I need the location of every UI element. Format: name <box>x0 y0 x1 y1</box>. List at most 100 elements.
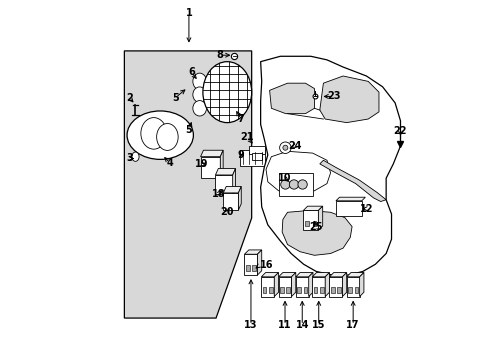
Polygon shape <box>274 273 278 297</box>
Polygon shape <box>346 273 363 277</box>
Text: 8: 8 <box>216 50 223 60</box>
FancyBboxPatch shape <box>329 277 342 297</box>
Text: 13: 13 <box>244 320 257 330</box>
FancyBboxPatch shape <box>248 146 264 154</box>
FancyBboxPatch shape <box>278 277 291 297</box>
Polygon shape <box>215 168 235 175</box>
Text: 12: 12 <box>360 204 373 214</box>
Circle shape <box>289 180 298 189</box>
Bar <box>330 287 334 293</box>
FancyBboxPatch shape <box>303 211 318 230</box>
Text: 5: 5 <box>185 125 192 135</box>
Bar <box>303 287 306 293</box>
Polygon shape <box>223 186 241 193</box>
Text: 6: 6 <box>188 67 194 77</box>
Polygon shape <box>282 211 351 255</box>
FancyBboxPatch shape <box>278 173 312 196</box>
FancyBboxPatch shape <box>295 277 308 297</box>
Bar <box>313 287 317 293</box>
Text: 15: 15 <box>311 320 325 330</box>
Text: 2: 2 <box>126 93 133 103</box>
Polygon shape <box>312 273 329 277</box>
Polygon shape <box>238 186 241 210</box>
Bar <box>297 287 300 293</box>
FancyBboxPatch shape <box>312 277 325 297</box>
Bar <box>280 287 283 293</box>
Text: 23: 23 <box>327 91 340 102</box>
Polygon shape <box>265 151 330 194</box>
Polygon shape <box>295 273 312 277</box>
Polygon shape <box>359 273 363 297</box>
Polygon shape <box>244 250 261 254</box>
Circle shape <box>280 180 289 189</box>
FancyBboxPatch shape <box>261 277 274 297</box>
FancyBboxPatch shape <box>244 254 257 275</box>
Bar <box>305 221 308 226</box>
Ellipse shape <box>156 123 178 150</box>
Circle shape <box>297 180 306 189</box>
Bar <box>347 287 351 293</box>
Bar <box>245 265 249 271</box>
Polygon shape <box>325 273 329 297</box>
FancyBboxPatch shape <box>240 150 265 166</box>
FancyBboxPatch shape <box>251 153 262 159</box>
Text: 3: 3 <box>126 153 133 163</box>
Ellipse shape <box>192 87 206 102</box>
Ellipse shape <box>192 73 206 90</box>
Text: 11: 11 <box>278 320 291 330</box>
Polygon shape <box>260 56 400 275</box>
Text: 14: 14 <box>295 320 308 330</box>
Circle shape <box>279 142 290 153</box>
FancyBboxPatch shape <box>215 175 232 194</box>
Bar <box>269 287 272 293</box>
Text: 7: 7 <box>237 114 244 124</box>
FancyBboxPatch shape <box>335 201 361 216</box>
Bar <box>262 287 266 293</box>
Ellipse shape <box>141 118 166 149</box>
Ellipse shape <box>132 152 139 161</box>
Ellipse shape <box>192 100 206 116</box>
Polygon shape <box>318 206 322 230</box>
Text: 9: 9 <box>237 150 244 160</box>
Polygon shape <box>335 197 365 201</box>
Polygon shape <box>291 273 295 297</box>
Bar <box>312 221 316 226</box>
Bar <box>252 265 255 271</box>
Bar <box>286 287 289 293</box>
Ellipse shape <box>127 111 193 159</box>
Text: 21: 21 <box>240 132 254 142</box>
Polygon shape <box>200 150 223 157</box>
Polygon shape <box>319 76 378 123</box>
Text: 25: 25 <box>308 222 322 231</box>
Polygon shape <box>257 250 261 275</box>
FancyBboxPatch shape <box>200 157 220 178</box>
Text: 4: 4 <box>166 158 173 168</box>
Ellipse shape <box>203 62 251 123</box>
Polygon shape <box>308 273 312 297</box>
Text: 5: 5 <box>172 93 179 103</box>
Polygon shape <box>124 51 251 318</box>
Polygon shape <box>342 273 346 297</box>
Polygon shape <box>220 150 223 178</box>
Bar <box>354 287 357 293</box>
FancyBboxPatch shape <box>346 277 359 297</box>
Polygon shape <box>329 273 346 277</box>
Bar <box>337 287 340 293</box>
Text: 16: 16 <box>259 260 272 270</box>
Polygon shape <box>232 168 235 194</box>
FancyBboxPatch shape <box>223 193 238 210</box>
Text: 22: 22 <box>393 126 407 135</box>
Text: 19: 19 <box>194 159 208 169</box>
Polygon shape <box>303 206 322 211</box>
Text: 10: 10 <box>277 173 291 183</box>
Bar <box>320 287 323 293</box>
Polygon shape <box>269 83 314 114</box>
Polygon shape <box>319 160 386 202</box>
Circle shape <box>282 145 287 150</box>
Text: 1: 1 <box>185 8 192 18</box>
Text: 24: 24 <box>287 141 301 151</box>
Text: 20: 20 <box>220 207 234 217</box>
Text: 17: 17 <box>346 320 359 330</box>
Polygon shape <box>261 273 278 277</box>
Polygon shape <box>278 273 295 277</box>
